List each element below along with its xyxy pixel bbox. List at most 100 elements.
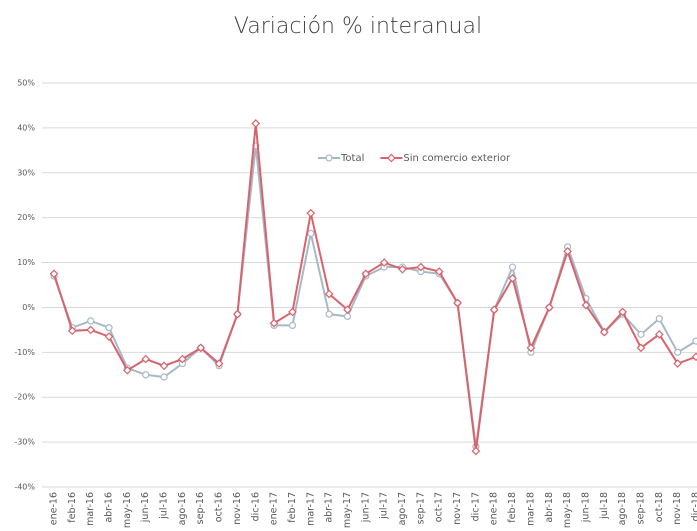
point-marker	[160, 373, 168, 381]
x-tick-label: nov-16	[232, 492, 243, 525]
x-tick-label: dic-18	[691, 492, 697, 521]
y-tick-label: 20%	[17, 213, 35, 222]
point-marker	[87, 317, 95, 325]
point-marker	[674, 348, 682, 356]
point-marker	[673, 359, 683, 368]
point-marker	[325, 310, 333, 318]
series-line	[53, 145, 697, 447]
x-tick-label: oct-17	[434, 492, 445, 522]
point-marker	[159, 361, 169, 371]
point-marker	[343, 312, 352, 321]
point-marker	[692, 337, 697, 345]
point-marker	[123, 365, 132, 375]
point-marker	[544, 303, 554, 312]
x-tick-label: jun-17	[360, 492, 371, 523]
point-marker	[416, 262, 426, 272]
x-tick-label: may-18	[562, 492, 573, 528]
point-marker	[324, 289, 334, 299]
point-marker	[306, 208, 316, 218]
point-marker	[86, 325, 96, 335]
point-marker	[196, 343, 206, 353]
point-marker	[214, 359, 224, 368]
x-tick-label: may-16	[122, 492, 133, 528]
point-marker	[307, 229, 315, 237]
point-marker	[141, 354, 151, 364]
x-tick-label: oct-16	[214, 492, 225, 522]
point-marker	[618, 307, 627, 317]
y-tick-label: 50%	[17, 79, 35, 88]
x-tick-label: dic-17	[470, 492, 481, 521]
point-marker	[288, 307, 297, 317]
y-tick-label: 40%	[17, 123, 35, 132]
point-marker	[526, 343, 536, 353]
y-tick-label: -30%	[14, 438, 35, 447]
x-tick-label: jul-18	[599, 492, 610, 520]
x-tick-label: mar-18	[525, 492, 536, 526]
y-tick-label: 0%	[22, 303, 35, 312]
x-tick-label: jul-16	[159, 492, 170, 520]
x-tick-label: jun-16	[140, 492, 151, 523]
x-tick-label: ago-17	[397, 492, 408, 525]
y-tick-label: -20%	[14, 393, 35, 402]
x-tick-label: jun-18	[580, 492, 591, 523]
x-tick-label: oct-18	[654, 492, 665, 522]
point-marker	[489, 305, 499, 315]
x-tick-label: sep-18	[635, 492, 646, 524]
point-marker	[105, 324, 113, 332]
point-marker	[508, 263, 517, 271]
point-marker	[343, 305, 352, 315]
x-tick-label: feb-18	[507, 492, 518, 523]
point-marker	[563, 246, 572, 256]
point-marker	[104, 332, 114, 341]
legend-marker	[325, 154, 333, 162]
y-tick-label: -40%	[14, 483, 35, 492]
legend-label: Sin comercio exterior	[403, 153, 511, 164]
point-marker	[361, 269, 371, 279]
point-marker	[269, 318, 279, 328]
x-tick-label: dic-16	[250, 492, 261, 521]
x-tick-label: jul-17	[379, 492, 390, 520]
x-tick-label: ago-16	[177, 492, 188, 525]
x-tick-label: feb-16	[67, 492, 78, 523]
y-tick-label: -10%	[14, 348, 35, 357]
y-tick-label: 30%	[17, 168, 35, 177]
x-tick-label: mar-17	[305, 492, 316, 526]
point-marker	[655, 315, 663, 323]
point-marker	[251, 119, 261, 128]
x-tick-label: mar-16	[85, 492, 96, 526]
point-marker	[379, 258, 389, 267]
x-tick-label: abr-17	[324, 492, 335, 523]
point-marker	[581, 300, 591, 310]
point-marker	[49, 269, 59, 279]
x-tick-label: abr-16	[104, 492, 115, 523]
point-marker	[398, 264, 407, 274]
x-tick-label: ago-18	[617, 492, 628, 525]
point-marker	[654, 330, 664, 339]
point-marker	[142, 371, 150, 379]
point-marker	[178, 354, 187, 364]
point-marker	[599, 327, 609, 337]
x-tick-label: sep-16	[195, 492, 206, 524]
legend-marker	[387, 153, 396, 163]
point-marker	[233, 309, 242, 319]
x-tick-label: ene-17	[269, 492, 280, 525]
point-marker	[637, 330, 645, 338]
point-marker	[288, 321, 297, 329]
x-tick-label: abr-18	[544, 492, 555, 523]
y-tick-label: 10%	[17, 258, 35, 267]
chart-title: Variación % interanual	[234, 14, 482, 39]
x-tick-label: nov-17	[452, 492, 463, 525]
legend-label: Total	[340, 153, 364, 164]
point-marker	[691, 352, 697, 362]
point-marker	[508, 273, 517, 283]
point-marker	[453, 298, 462, 308]
point-marker	[636, 343, 646, 353]
x-tick-label: sep-17	[415, 492, 426, 524]
x-tick-label: ene-18	[489, 492, 500, 525]
point-marker	[434, 267, 444, 276]
x-tick-label: may-17	[342, 492, 353, 528]
x-tick-label: feb-17	[287, 492, 298, 523]
point-marker	[67, 326, 77, 336]
x-tick-label: ene-16	[49, 492, 60, 525]
